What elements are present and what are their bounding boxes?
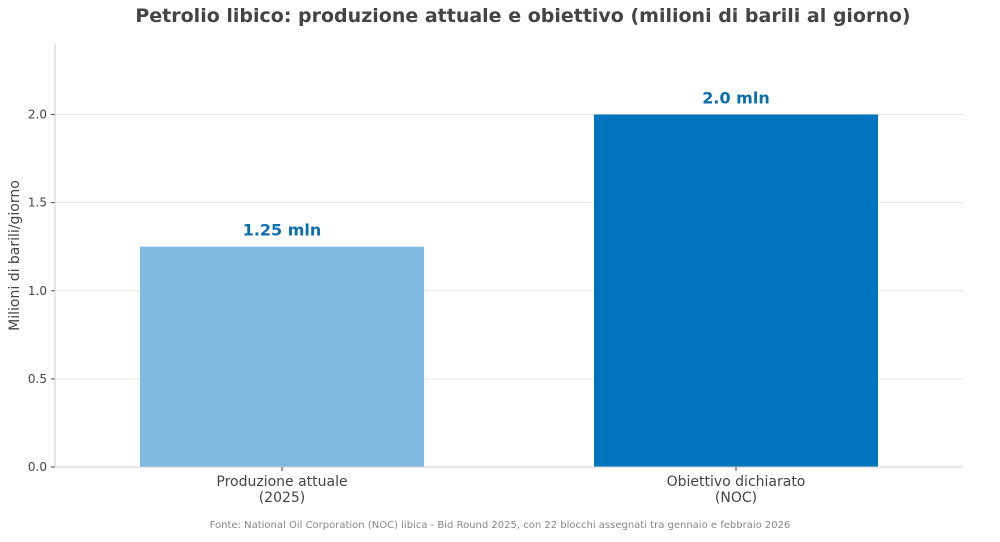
bars	[140, 114, 878, 467]
x-tick-label: Obiettivo dichiarato	[667, 474, 806, 490]
labels: Milioni di barili/giorno 1.25 mln Produzio…	[7, 89, 805, 507]
y-tick-label: 2.0	[28, 108, 47, 122]
x-tick-label: (NOC)	[715, 490, 757, 506]
bar	[140, 246, 424, 467]
y-axis-title: Milioni di barili/giorno	[7, 180, 23, 331]
y-tick-label: 0.0	[28, 460, 47, 474]
x-tick-label: (2025)	[259, 490, 306, 506]
axes: 0.0 0.5 1.0 1.5 2.0	[28, 44, 963, 474]
bar	[594, 114, 878, 467]
chart-title: Petrolio libico: produzione attuale e ob…	[135, 5, 911, 27]
source-note: Fonte: National Oil Corporation (NOC) li…	[209, 520, 791, 531]
data-label: 1.25 mln	[243, 221, 322, 240]
data-label: 2.0 mln	[702, 89, 769, 108]
y-tick-label: 1.5	[28, 196, 47, 210]
y-tick-label: 1.0	[28, 284, 47, 298]
x-tick-label: Produzione attuale	[216, 474, 347, 490]
y-tick-label: 0.5	[28, 372, 47, 386]
